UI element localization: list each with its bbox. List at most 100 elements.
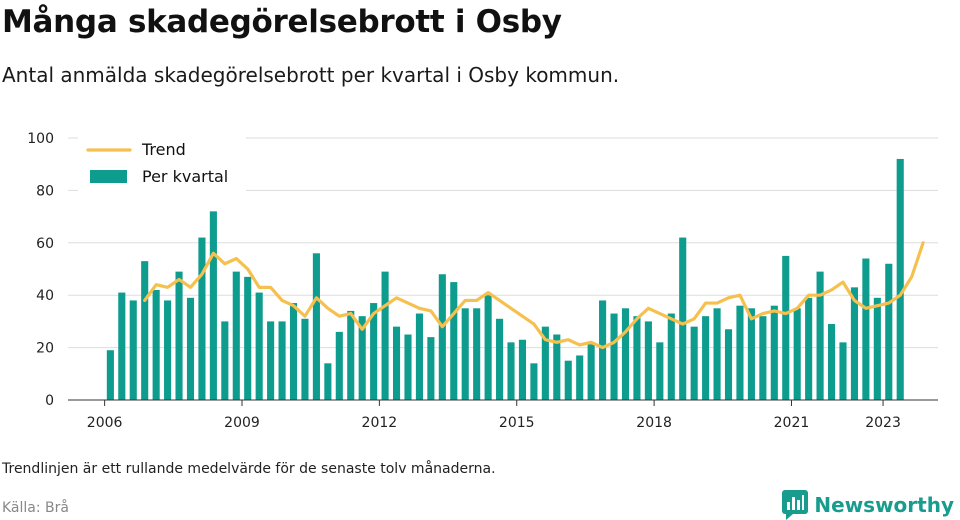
bar bbox=[221, 321, 229, 400]
legend: Trend Per kvartal bbox=[78, 136, 246, 194]
newsworthy-logo-icon bbox=[782, 490, 809, 520]
bar bbox=[839, 342, 847, 400]
bar bbox=[255, 292, 263, 400]
bar bbox=[518, 339, 527, 400]
y-tick-label: 0 bbox=[45, 393, 54, 409]
bar bbox=[507, 342, 515, 400]
bar bbox=[690, 326, 698, 400]
bar bbox=[186, 297, 195, 400]
bar bbox=[793, 308, 801, 400]
chart-subtitle: Antal anmälda skadegörelsebrott per kvar… bbox=[2, 63, 620, 87]
bar bbox=[347, 310, 355, 400]
bar bbox=[129, 300, 137, 400]
bar bbox=[175, 271, 183, 400]
bar bbox=[141, 261, 149, 400]
bar bbox=[587, 342, 595, 400]
bar bbox=[530, 363, 538, 400]
bar bbox=[232, 271, 240, 400]
x-tick-label: 2018 bbox=[636, 415, 672, 431]
chart-title: Många skadegörelsebrott i Osby bbox=[2, 4, 562, 40]
bar bbox=[770, 305, 778, 400]
bar bbox=[198, 237, 206, 400]
y-axis: 0 20 40 60 80 100 bbox=[27, 131, 54, 409]
y-tick-label: 40 bbox=[36, 288, 54, 304]
bar bbox=[599, 300, 607, 400]
bar bbox=[713, 308, 721, 400]
x-tick-label: 2012 bbox=[362, 415, 398, 431]
bar bbox=[370, 303, 378, 400]
bar bbox=[301, 318, 309, 400]
bar bbox=[118, 292, 126, 400]
bar bbox=[827, 324, 836, 400]
bar bbox=[759, 316, 767, 400]
bar bbox=[644, 321, 652, 400]
bar bbox=[667, 313, 675, 400]
bar bbox=[805, 297, 813, 400]
brand-logo: Newsworthy bbox=[782, 490, 954, 520]
source-credit: Källa: Brå bbox=[2, 500, 69, 516]
bar bbox=[415, 313, 423, 400]
bar bbox=[392, 326, 401, 400]
legend-bar-swatch bbox=[90, 170, 127, 183]
bar bbox=[164, 300, 172, 400]
chart: 0 20 40 60 80 100 2006 2009 2012 2015 2018 2021 202… bbox=[27, 131, 938, 431]
bar bbox=[427, 337, 435, 400]
bar bbox=[312, 253, 320, 400]
bar bbox=[152, 289, 160, 400]
bar bbox=[610, 313, 618, 400]
legend-bar-label: Per kvartal bbox=[142, 167, 228, 186]
bar bbox=[267, 321, 275, 400]
bar bbox=[209, 211, 217, 400]
bar bbox=[484, 295, 492, 400]
bar bbox=[404, 334, 412, 400]
bar bbox=[633, 316, 641, 400]
bar bbox=[782, 255, 790, 400]
bar bbox=[702, 316, 710, 400]
bar bbox=[621, 308, 630, 400]
bar bbox=[656, 342, 664, 400]
bar bbox=[335, 331, 343, 400]
bar bbox=[278, 321, 286, 400]
x-tick-label: 2021 bbox=[774, 415, 810, 431]
trend-line bbox=[143, 241, 925, 350]
y-tick-label: 60 bbox=[36, 236, 54, 252]
bar bbox=[438, 274, 446, 400]
x-tick-label: 2006 bbox=[87, 415, 123, 431]
bar bbox=[850, 287, 858, 400]
bar bbox=[358, 316, 366, 400]
bar bbox=[106, 350, 114, 400]
bar bbox=[896, 158, 904, 400]
bar bbox=[473, 308, 481, 400]
bar bbox=[576, 355, 584, 400]
bar bbox=[461, 308, 469, 400]
x-tick-label: 2009 bbox=[224, 415, 260, 431]
bar bbox=[679, 237, 687, 400]
x-tick-label: 2023 bbox=[865, 415, 901, 431]
bar bbox=[324, 363, 332, 400]
legend-trend-label: Trend bbox=[141, 140, 186, 159]
y-tick-label: 80 bbox=[36, 183, 54, 199]
bar bbox=[873, 297, 881, 400]
bar bbox=[244, 276, 252, 400]
bar bbox=[816, 271, 824, 400]
bar bbox=[496, 318, 504, 400]
bar bbox=[862, 258, 870, 400]
bar bbox=[736, 305, 744, 400]
legend-background bbox=[78, 136, 246, 194]
bar bbox=[747, 308, 755, 400]
y-tick-label: 100 bbox=[27, 131, 54, 147]
bar bbox=[541, 326, 549, 400]
bar bbox=[564, 360, 572, 400]
bar bbox=[885, 263, 893, 400]
footnote: Trendlinjen är ett rullande medelvärde f… bbox=[2, 461, 496, 477]
x-axis: 2006 2009 2012 2015 2018 2021 2023 bbox=[87, 400, 901, 431]
brand-name: Newsworthy bbox=[814, 493, 954, 517]
y-tick-label: 20 bbox=[36, 341, 54, 357]
bar bbox=[289, 303, 298, 400]
bar bbox=[450, 282, 458, 400]
bar-series bbox=[106, 158, 904, 400]
bar bbox=[553, 334, 561, 400]
x-tick-label: 2015 bbox=[499, 415, 535, 431]
bar bbox=[724, 329, 733, 400]
bar bbox=[381, 271, 389, 400]
